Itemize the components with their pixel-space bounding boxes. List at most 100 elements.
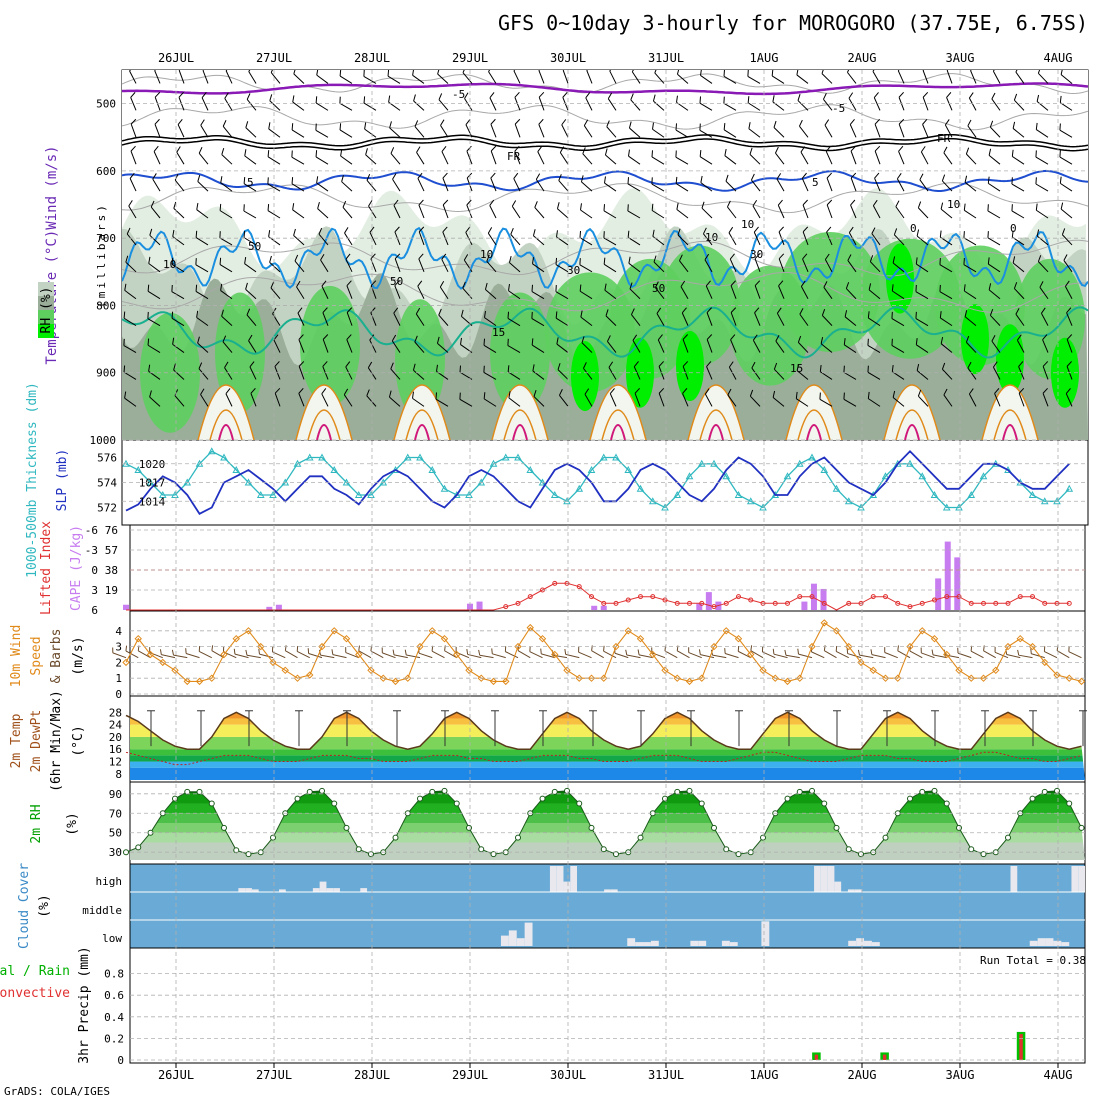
barb-staff — [922, 70, 929, 84]
barb-staff — [1015, 71, 1025, 84]
wind10m-barb — [857, 649, 874, 659]
barb-flag — [315, 123, 317, 131]
barb-flag — [339, 70, 342, 77]
wind-barb — [507, 365, 521, 380]
barb-staff — [489, 205, 497, 219]
barb-flag — [915, 311, 917, 319]
barb-staff — [224, 98, 233, 111]
thickness-point — [1028, 490, 1037, 498]
barb-staff — [465, 124, 473, 138]
barb-flag — [801, 172, 807, 179]
wind10m-speed-point — [208, 674, 216, 682]
barb-flag — [891, 338, 893, 346]
rh-bright-patch — [886, 243, 914, 314]
lifted-index-point — [589, 594, 594, 600]
barb-flag — [608, 361, 614, 368]
barb-flag — [394, 226, 400, 233]
barb-staff — [754, 285, 761, 299]
barb-staff — [483, 344, 497, 353]
wind-barb — [848, 92, 857, 111]
bottom-date-label: 29JUL — [452, 1068, 488, 1082]
barb-staff — [291, 183, 305, 192]
wind10m-barb-staff — [994, 651, 1009, 659]
wind-barb — [579, 258, 593, 273]
wind10m-barb — [846, 648, 862, 659]
bottom-date-label: 30JUL — [550, 1068, 586, 1082]
lifted-index-point — [650, 594, 656, 600]
lifted-index-point — [785, 600, 790, 606]
wind-barb — [340, 149, 353, 165]
wind10m-speed-point — [244, 627, 253, 635]
wind10m-speed-point — [967, 674, 975, 682]
barb-flag — [628, 121, 632, 129]
barb-flag — [388, 95, 391, 103]
barb-flag — [843, 365, 845, 373]
barb-flag — [678, 254, 683, 261]
barb-flag — [796, 363, 800, 371]
wind-barb — [224, 361, 233, 380]
contour-label: 10 — [741, 218, 754, 231]
wind-barb — [196, 202, 209, 219]
barb-flag — [802, 199, 808, 206]
rh2m-point — [784, 795, 791, 802]
barb-staff — [582, 153, 593, 165]
barb-staff — [317, 208, 329, 219]
barb-flag — [483, 365, 485, 373]
lifted-index-point — [968, 600, 974, 606]
barb-flag — [1013, 93, 1018, 101]
thickness-point — [256, 490, 265, 498]
lifted-index-point — [772, 600, 778, 606]
barb-flag — [632, 334, 638, 341]
barb-flag — [849, 118, 855, 125]
rh2m-point — [1029, 795, 1036, 802]
wind10m-barb-flag — [897, 645, 899, 651]
barb-staff — [916, 235, 929, 246]
wind-barb — [628, 121, 641, 138]
wind10m-speed-point — [232, 634, 240, 643]
barb-staff — [558, 180, 569, 192]
wind10m-barb-staff — [591, 650, 604, 659]
bottom-date-label: 2AUG — [848, 1068, 877, 1082]
wind10m-barb — [920, 647, 935, 659]
barb-staff — [874, 123, 881, 138]
barb-flag — [342, 200, 347, 208]
cloud-high-bar — [319, 881, 327, 892]
barb-flag — [245, 121, 249, 128]
barb-flag — [752, 200, 758, 207]
barb-flag — [531, 284, 534, 292]
wind-barb — [510, 227, 521, 246]
barb-staff — [507, 345, 521, 353]
wind10m-panel — [112, 619, 1086, 686]
barb-flag — [246, 308, 251, 316]
wind-barb — [730, 334, 737, 353]
barb-staff — [342, 206, 353, 219]
wind-barb — [850, 199, 857, 219]
thickness-point — [465, 490, 473, 498]
wind-barb — [706, 307, 713, 326]
wind-barb — [943, 146, 953, 165]
rh-tick: 30 — [109, 846, 122, 859]
wind-barb — [1011, 149, 1025, 165]
wind-barb — [1059, 123, 1073, 138]
rh2m-point — [796, 788, 803, 795]
cloud-high-bar — [610, 889, 618, 892]
wind-barb — [704, 388, 713, 407]
rh2m-point — [355, 846, 362, 853]
thickness-point — [452, 490, 461, 498]
contour-label: 50 — [248, 240, 261, 253]
barb-flag — [843, 338, 846, 345]
wind10m-barb-staff — [638, 654, 653, 659]
barb-flag — [826, 199, 833, 206]
barb-flag — [268, 230, 271, 237]
barb-flag — [291, 150, 293, 158]
wind-barb — [435, 392, 449, 407]
wind-barb — [346, 307, 353, 326]
barb-flag — [658, 387, 665, 394]
barb-flag — [603, 204, 606, 211]
wind-barb — [219, 231, 233, 246]
barb-flag — [126, 227, 131, 235]
barb-flag — [776, 173, 782, 180]
wind10m-barb-flag — [171, 649, 174, 656]
barb-flag — [652, 122, 654, 130]
wind-barb — [675, 123, 689, 138]
